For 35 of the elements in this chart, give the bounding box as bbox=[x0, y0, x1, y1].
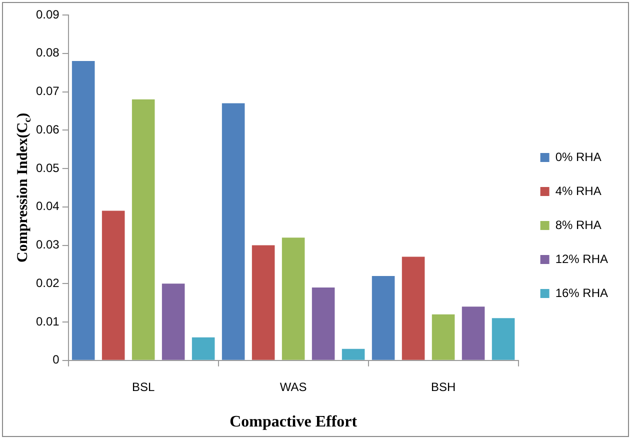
bar bbox=[312, 287, 335, 360]
y-axis-title: Compression Index(Cc) bbox=[14, 112, 34, 262]
x-tick-label: WAS bbox=[280, 380, 307, 394]
x-axis-title: Compactive Effort bbox=[230, 414, 358, 431]
y-tick-label: 0.03 bbox=[36, 238, 60, 252]
x-tick-label: BSH bbox=[430, 380, 456, 394]
bar bbox=[492, 318, 515, 360]
bar bbox=[192, 337, 215, 360]
x-tick-label: BSL bbox=[132, 380, 156, 394]
bar bbox=[132, 99, 155, 360]
y-tick-label: 0.05 bbox=[36, 160, 60, 175]
y-tick-label: 0.08 bbox=[36, 46, 60, 60]
bar bbox=[462, 306, 485, 360]
bar bbox=[102, 210, 125, 360]
bar bbox=[342, 348, 365, 360]
legend-label: 16% RHA bbox=[555, 286, 608, 300]
legend-label: 0% RHA bbox=[555, 150, 602, 164]
bar bbox=[72, 61, 95, 360]
bar bbox=[432, 314, 455, 360]
y-tick-label: 0.01 bbox=[36, 314, 60, 328]
y-tick-label: 0 bbox=[52, 352, 60, 367]
bar bbox=[282, 238, 305, 360]
y-tick-label: 0.09 bbox=[36, 7, 60, 22]
y-tick-label: 0.07 bbox=[36, 84, 60, 98]
bar bbox=[372, 276, 395, 360]
legend-label: 4% RHA bbox=[555, 184, 602, 198]
bar bbox=[222, 103, 245, 360]
legend-label: 12% RHA bbox=[555, 252, 608, 266]
bar bbox=[402, 256, 425, 360]
legend-label: 8% RHA bbox=[555, 218, 602, 232]
bar bbox=[162, 284, 185, 360]
bar bbox=[252, 245, 275, 360]
y-tick-label: 0.06 bbox=[36, 122, 60, 136]
y-tick-label: 0.04 bbox=[36, 199, 60, 214]
y-tick-label: 0.02 bbox=[36, 276, 60, 290]
